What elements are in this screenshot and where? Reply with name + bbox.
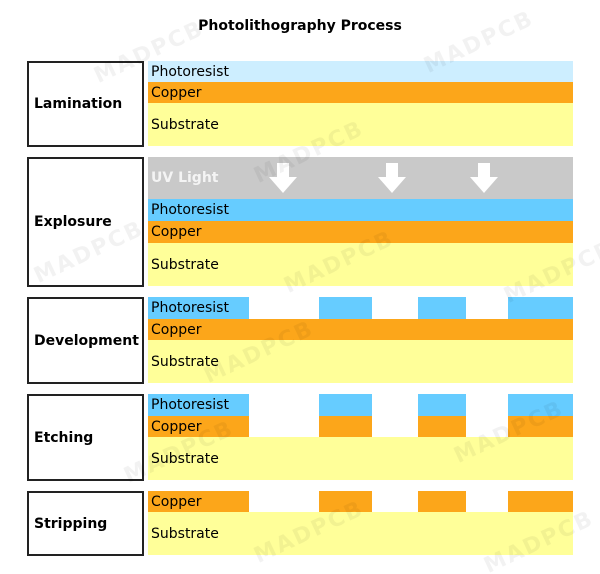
copper-segment: [418, 416, 466, 437]
copper-segment: [319, 416, 372, 437]
photoresist-segment: [508, 297, 573, 319]
substrate-layer: Substrate: [148, 243, 573, 286]
step-stripping: Stripping: [27, 491, 144, 556]
copper-segment: [508, 491, 573, 512]
copper-layer: Copper: [148, 221, 573, 243]
substrate-layer: Substrate: [148, 103, 573, 146]
photoresist-segment: Photoresist: [148, 394, 249, 416]
substrate-layer: Substrate: [148, 437, 573, 480]
step-exposure: Explosure: [27, 157, 144, 287]
copper-layer: Copper: [148, 82, 573, 103]
diagram-title: Photolithography Process: [198, 18, 402, 34]
copper-segment: Copper: [148, 416, 249, 437]
step-development: Development: [27, 297, 144, 384]
step-etching: Etching: [27, 394, 144, 481]
copper-segment: [508, 416, 573, 437]
down-arrow-icon: [378, 163, 406, 193]
substrate-layer: Substrate: [148, 512, 573, 555]
down-arrow-icon: [269, 163, 297, 193]
photoresist-segment: Photoresist: [148, 297, 249, 319]
photoresist-layer: Photoresist: [148, 199, 573, 221]
copper-segment: [418, 491, 466, 512]
photoresist-segment: [508, 394, 573, 416]
substrate-layer: Substrate: [148, 340, 573, 383]
photoresist-segment: [319, 297, 372, 319]
photoresist-segment: [418, 297, 466, 319]
photoresist-layer: Photoresist: [148, 61, 573, 82]
uv-light-layer: UV Light: [148, 157, 573, 199]
step-lamination: Lamination: [27, 61, 144, 147]
down-arrow-icon: [470, 163, 498, 193]
copper-layer: Copper: [148, 319, 573, 340]
photoresist-segment: [319, 394, 372, 416]
copper-segment: Copper: [148, 491, 249, 512]
copper-segment: [319, 491, 372, 512]
photoresist-segment: [418, 394, 466, 416]
